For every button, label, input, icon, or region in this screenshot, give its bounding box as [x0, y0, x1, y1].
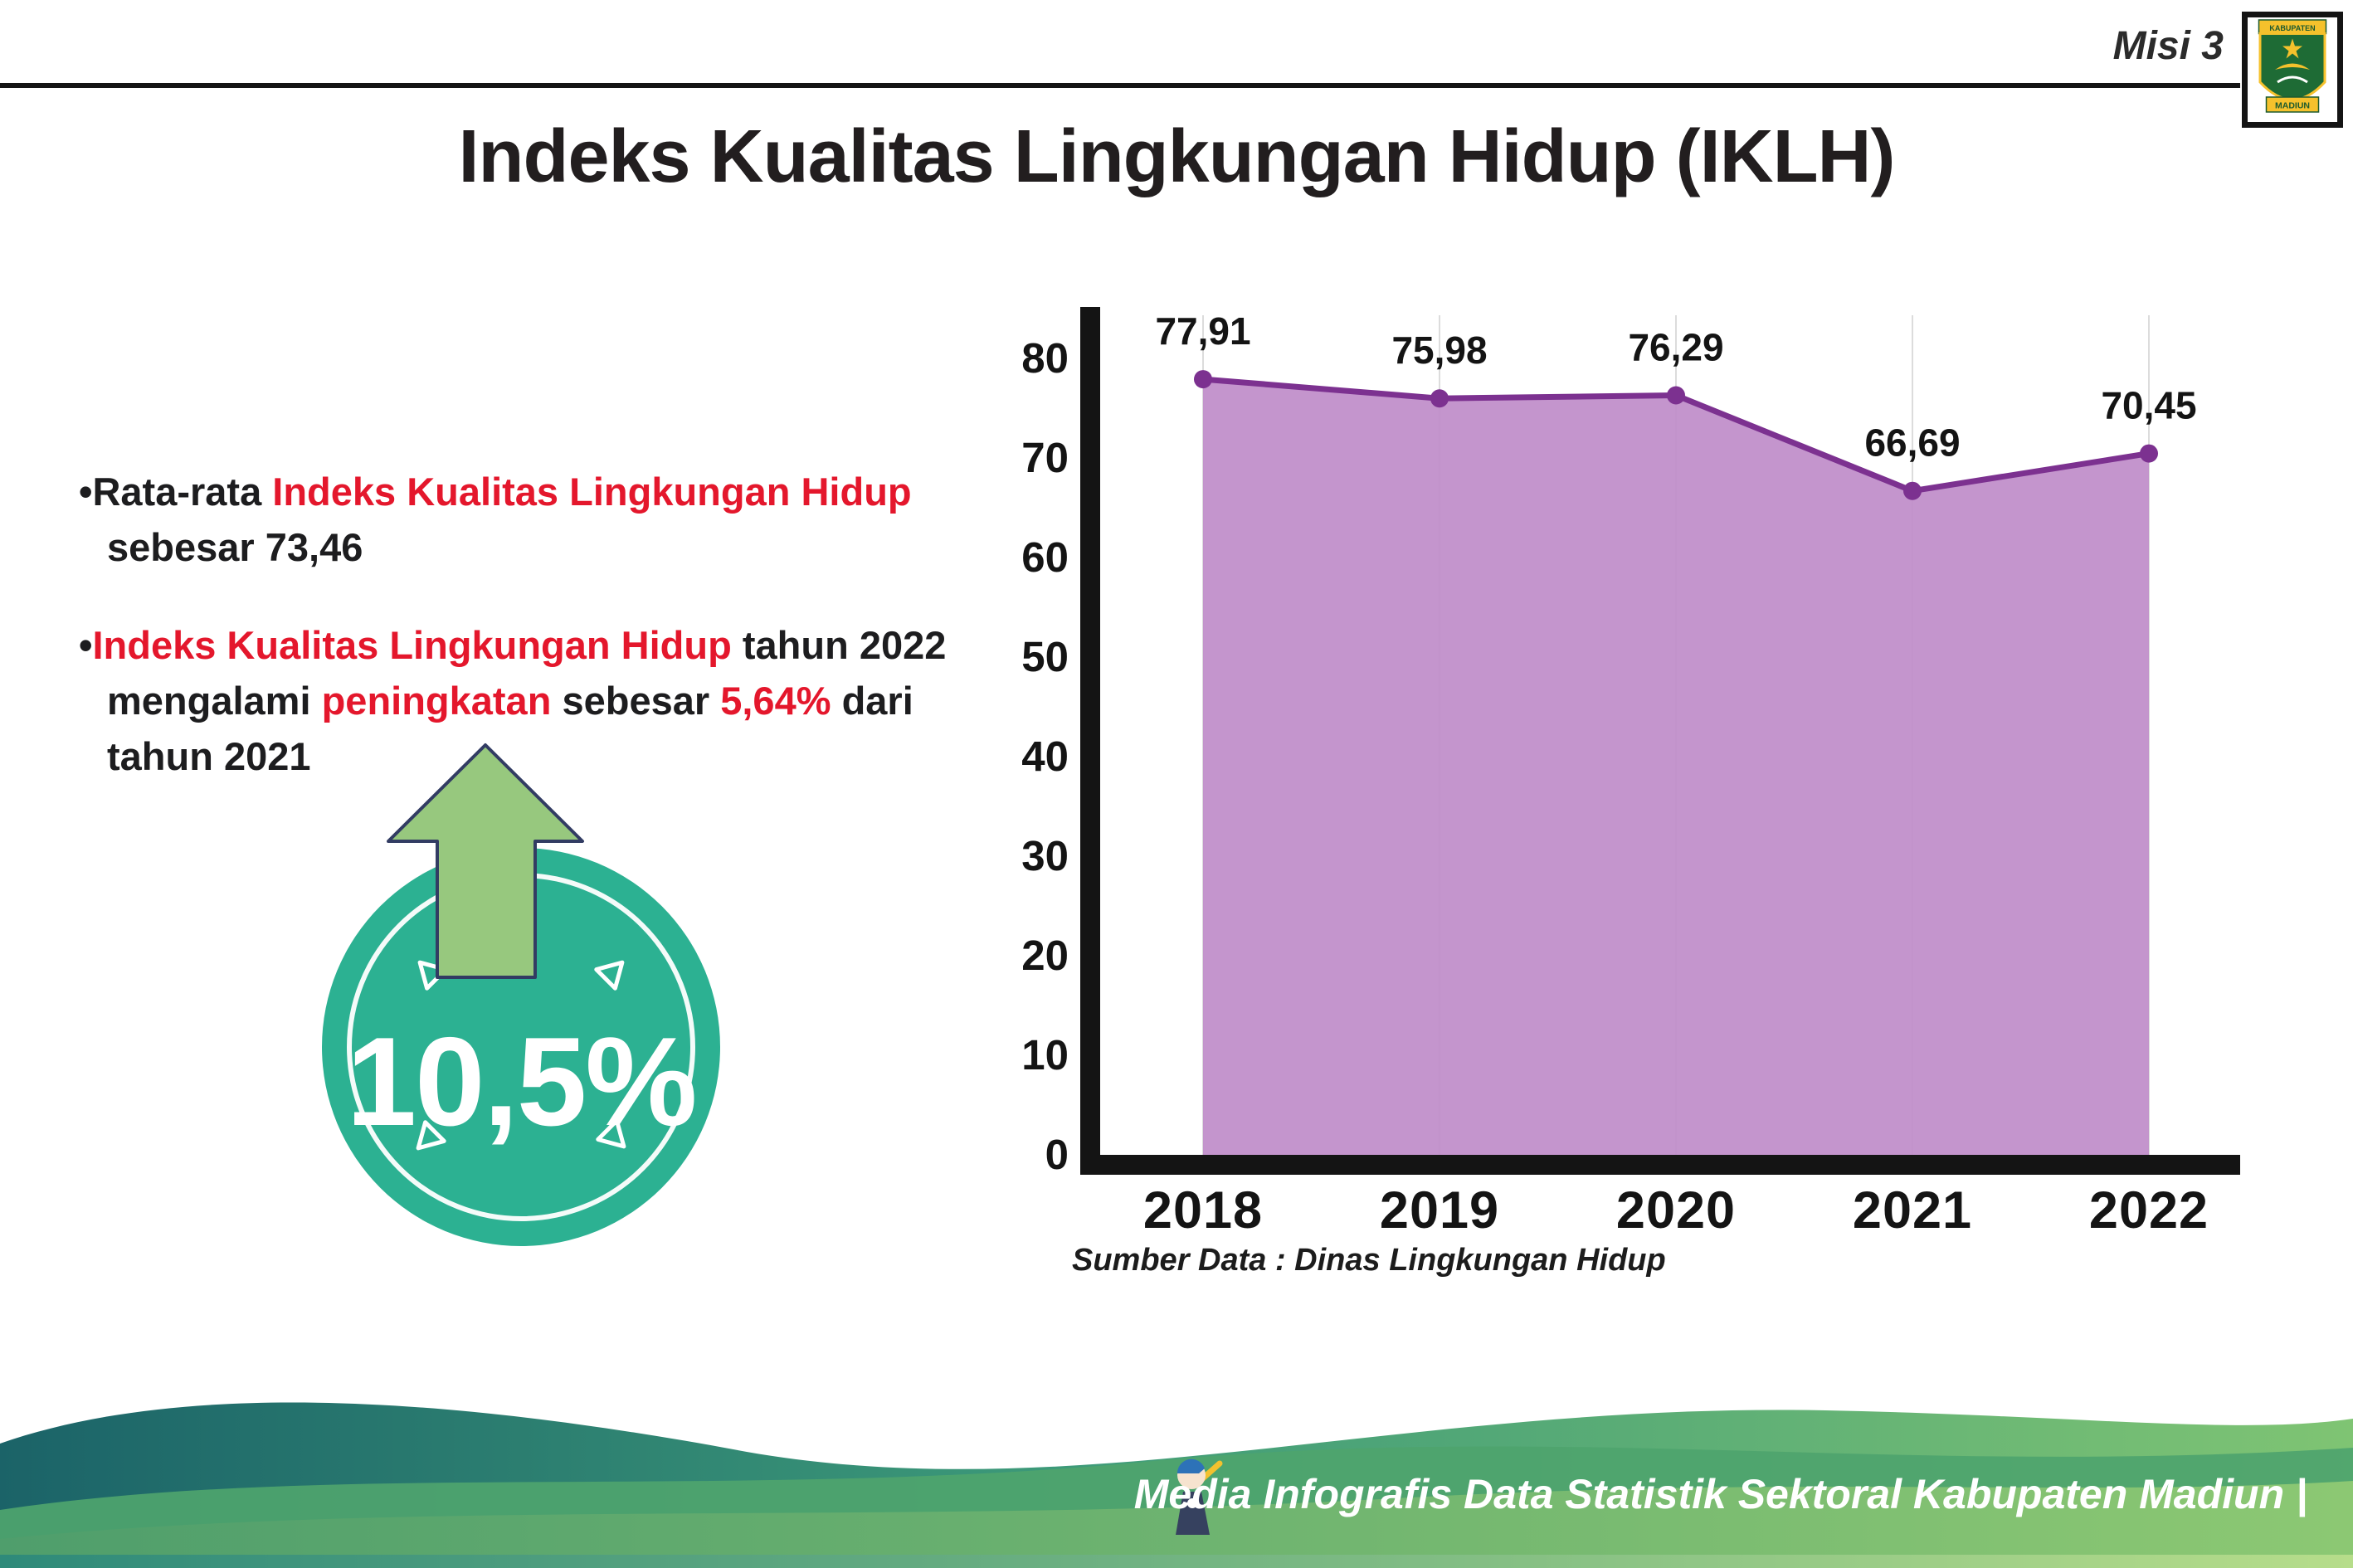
svg-text:80: 80: [1021, 334, 1069, 382]
footer-caption: Media Infografis Data Statistik Sektoral…: [1133, 1471, 2307, 1517]
source-note: Sumber Data : Dinas Lingkungan Hidup: [1072, 1243, 1666, 1278]
logo-top-text: KABUPATEN: [2269, 24, 2315, 32]
svg-text:20: 20: [1021, 932, 1069, 979]
badge-decorations: [416, 960, 626, 1151]
svg-text:50: 50: [1021, 633, 1069, 680]
svg-text:2019: 2019: [1380, 1181, 1499, 1236]
iklh-area-chart-svg: 77,91 75,98 76,29 66,69 70,45 0 10 20 30 40 50 60 70…: [1021, 307, 2240, 1239]
bullet-text-highlight: peningkatan: [321, 679, 552, 723]
page-title: Indeks Kualitas Lingkungan Hidup (IKLH): [458, 115, 1895, 198]
svg-text:76,29: 76,29: [1628, 326, 1723, 369]
misi-label: Misi 3: [2112, 24, 2224, 68]
svg-text:77,91: 77,91: [1155, 309, 1250, 353]
bullet-dot: •: [79, 623, 93, 668]
footer-wave: [0, 1402, 2353, 1568]
mascot-icon: [1176, 1458, 1223, 1535]
iklh-chart: 77,91 75,98 76,29 66,69 70,45 0 10 20 30 40 50 60 70…: [1021, 290, 2282, 1239]
bullet-dot: •: [79, 470, 93, 514]
bullet-text: tahun 2022 mengalami: [107, 623, 947, 723]
svg-text:40: 40: [1021, 733, 1069, 780]
bullet-text-highlight: Indeks Kualitas Lingkungan Hidup: [92, 623, 732, 668]
svg-text:2021: 2021: [1853, 1181, 1972, 1236]
bullet-text: sebesar: [551, 679, 721, 723]
crest-icon: KABUPATEN MADIUN: [2258, 19, 2327, 113]
svg-text:10: 10: [1021, 1031, 1069, 1079]
svg-text:30: 30: [1021, 832, 1069, 879]
svg-text:75,98: 75,98: [1391, 329, 1487, 372]
bullet-item-increase: •Indeks Kualitas Lingkungan Hidup tahun …: [79, 618, 979, 784]
increase-percentage: 10,5%: [346, 1011, 698, 1152]
bullet-text-highlight: 5,64%: [720, 679, 831, 723]
svg-text:2022: 2022: [2089, 1181, 2209, 1236]
kabupaten-madiun-logo: KABUPATEN MADIUN: [2242, 12, 2343, 128]
bullet-text: sebesar 73,46: [107, 524, 363, 569]
svg-text:2018: 2018: [1143, 1181, 1263, 1236]
header-rule: [0, 83, 2240, 88]
bullet-text: dari tahun 2021: [107, 679, 913, 778]
summary-bullets: •Rata-rata Indeks Kualitas Lingkungan Hi…: [79, 465, 979, 828]
up-arrow-icon: [387, 743, 584, 979]
svg-text:70,45: 70,45: [2101, 384, 2196, 427]
svg-text:0: 0: [1045, 1131, 1069, 1178]
bullet-text: Rata-rata: [92, 470, 273, 514]
svg-text:66,69: 66,69: [1864, 421, 1960, 465]
svg-text:60: 60: [1021, 533, 1069, 581]
bullet-text-highlight: Indeks Kualitas Lingkungan Hidup: [272, 470, 912, 514]
bullet-item-average: •Rata-rata Indeks Kualitas Lingkungan Hi…: [79, 465, 979, 575]
logo-bottom-text: MADIUN: [2275, 101, 2310, 111]
svg-text:2020: 2020: [1616, 1181, 1736, 1236]
svg-text:70: 70: [1021, 434, 1069, 481]
